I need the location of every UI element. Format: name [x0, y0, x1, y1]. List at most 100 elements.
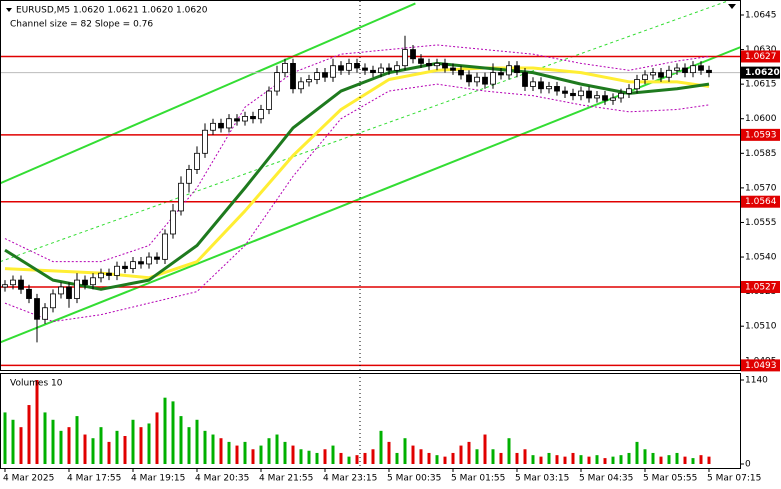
candle-body [274, 72, 280, 92]
volume-bar [595, 455, 599, 464]
candle-body [506, 65, 512, 76]
volume-bar [531, 455, 535, 464]
candle-body [82, 279, 88, 286]
volume-bar [475, 449, 479, 464]
volume-bar [43, 412, 47, 464]
volume-bar [691, 458, 695, 464]
candle-body [186, 169, 192, 184]
candle-body [402, 49, 408, 67]
candle-body [458, 69, 464, 76]
candle-body [442, 62, 448, 69]
candle-body [218, 122, 224, 129]
volume-bar [339, 452, 343, 464]
volume-bar [171, 401, 175, 464]
volume-bar [507, 438, 511, 464]
volume-bar [307, 450, 311, 464]
volume-tick-label: 0 [745, 460, 751, 470]
candle-body [466, 74, 472, 83]
y-tick-label: 1.0600 [745, 114, 777, 124]
indicator-line [4, 83, 710, 323]
menu-icon[interactable] [6, 8, 12, 12]
level-label: 1.0627 [745, 52, 777, 62]
candle-body [370, 69, 376, 74]
candle-body [50, 293, 56, 309]
volume-bar [347, 456, 351, 464]
candle-body [578, 90, 584, 97]
volume-bar [699, 455, 703, 464]
x-tick-label: 5 Mar 05:55 [643, 474, 697, 484]
candle-body [10, 279, 16, 286]
candle-body [538, 81, 544, 90]
candle-body [242, 116, 248, 122]
x-tick-label: 4 Mar 21:55 [259, 474, 313, 484]
x-tick-label: 4 Mar 23:15 [323, 474, 377, 484]
volume-bar [147, 423, 151, 464]
candle-body [194, 152, 200, 170]
volume-bar [139, 427, 143, 464]
volume-bar [19, 427, 23, 464]
volume-bar [443, 456, 447, 464]
y-tick-label: 1.0615 [745, 80, 777, 90]
volume-bar [683, 456, 687, 464]
candle-body [626, 88, 632, 94]
candle-body [490, 72, 496, 85]
volume-bar [235, 445, 239, 464]
x-tick-label: 5 Mar 01:55 [451, 474, 505, 484]
candle-body [570, 92, 576, 97]
volume-bar [675, 452, 679, 464]
candle-body [698, 65, 704, 71]
candle-body [162, 233, 168, 260]
indicator-line [4, 44, 710, 263]
volume-bar [571, 452, 575, 464]
x-tick-label: 5 Mar 03:15 [515, 474, 569, 484]
volume-bar [75, 416, 79, 464]
volume-bar [379, 430, 383, 464]
volume-bar [555, 455, 559, 464]
x-tick-label: 4 Mar 2025 [3, 474, 54, 484]
volume-tick-label: 1140 [745, 376, 768, 386]
level-label-box [741, 359, 780, 372]
volume-bar [539, 456, 543, 464]
volume-bar [67, 427, 71, 464]
volume-bar [611, 456, 615, 464]
level-label: 1.0527 [745, 283, 777, 293]
y-tick-label: 1.0540 [745, 253, 777, 263]
volume-bar [219, 438, 223, 464]
x-tick-label: 5 Mar 00:35 [387, 474, 441, 484]
candle-body [66, 286, 72, 299]
level-label-box [741, 50, 780, 63]
candle-body [410, 49, 416, 60]
candle-body [562, 90, 568, 94]
candle-body [554, 86, 560, 92]
price-frame [0, 0, 741, 371]
volume-bar [187, 427, 191, 464]
volume-title: Volumes 10 [10, 379, 63, 389]
candle-body [250, 116, 256, 120]
y-tick-label: 1.0645 [745, 10, 777, 20]
volume-bar [707, 456, 711, 464]
volume-bar [627, 452, 631, 464]
volume-bar [587, 456, 591, 464]
indicator-line [4, 66, 710, 280]
level-label-box [741, 195, 780, 208]
level-label-box [741, 281, 780, 294]
volume-bar [291, 445, 295, 464]
volume-bar [163, 397, 167, 464]
candle-body [434, 62, 440, 67]
candle-body [122, 265, 128, 269]
candle-body [210, 122, 216, 131]
x-tick-label: 5 Mar 04:35 [579, 474, 633, 484]
volume-bar [59, 430, 63, 464]
candle-body [674, 67, 680, 71]
channel-line [1, 46, 740, 344]
candle-body [306, 79, 312, 83]
price-panel [1, 1, 740, 367]
x-tick-label: 5 Mar 07:15 [707, 474, 761, 484]
volume-bar [107, 441, 111, 464]
candle-body [226, 118, 232, 129]
level-label: 1.0593 [745, 130, 777, 140]
volume-bar [403, 438, 407, 464]
level-label-box [741, 128, 780, 141]
